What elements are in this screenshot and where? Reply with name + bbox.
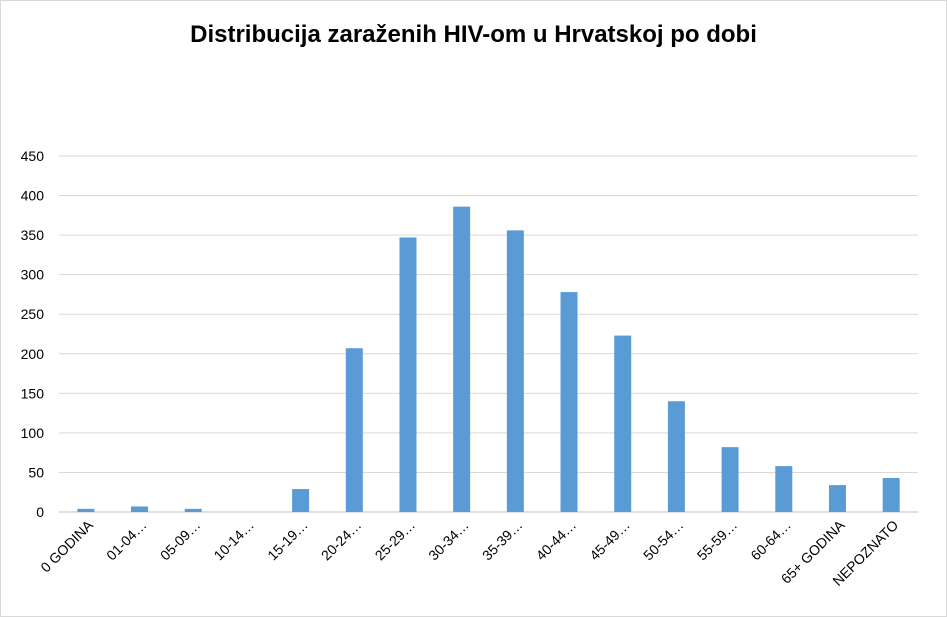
x-tick-label: 01-04…	[103, 517, 150, 564]
bar	[184, 508, 202, 512]
y-tick-label: 100	[21, 425, 45, 441]
x-tick-label: 15-19…	[264, 517, 311, 564]
x-tick-label: 20-24…	[318, 517, 365, 564]
bar	[882, 477, 900, 512]
x-tick-label: 55-59…	[694, 517, 741, 564]
bar	[828, 485, 846, 512]
x-tick-label: 35-39…	[479, 517, 526, 564]
x-tick-label: 45-49…	[586, 517, 633, 564]
bar	[721, 447, 739, 512]
bar	[775, 466, 793, 512]
bar	[614, 335, 632, 512]
x-tick-label: 05-09…	[157, 517, 204, 564]
y-tick-label: 400	[21, 188, 45, 204]
x-tick-label: 10-14…	[210, 517, 257, 564]
bar	[345, 348, 363, 512]
bar	[453, 206, 471, 512]
bar	[292, 489, 310, 512]
bar	[667, 401, 685, 512]
bar	[506, 230, 524, 512]
bar	[560, 292, 578, 512]
bar	[399, 237, 417, 513]
bar	[131, 506, 149, 512]
y-tick-label: 150	[21, 385, 45, 401]
x-tick-label: 30-34…	[425, 517, 472, 564]
x-tick-label: 0 GODINA	[37, 516, 96, 575]
x-tick-label: 60-64…	[747, 517, 794, 564]
y-tick-label: 300	[21, 267, 45, 283]
x-tick-label: 25-29…	[372, 517, 419, 564]
y-tick-label: 0	[36, 504, 44, 520]
y-tick-label: 50	[28, 464, 44, 480]
y-tick-label: 200	[21, 346, 45, 362]
y-tick-label: 250	[21, 306, 45, 322]
y-tick-label: 350	[21, 227, 45, 243]
x-tick-label: 50-54…	[640, 517, 687, 564]
bar	[77, 508, 95, 512]
x-tick-label: 40-44…	[533, 517, 580, 564]
chart-title: Distribucija zaraženih HIV-om u Hrvatsko…	[190, 21, 757, 48]
y-tick-label: 450	[21, 148, 45, 164]
